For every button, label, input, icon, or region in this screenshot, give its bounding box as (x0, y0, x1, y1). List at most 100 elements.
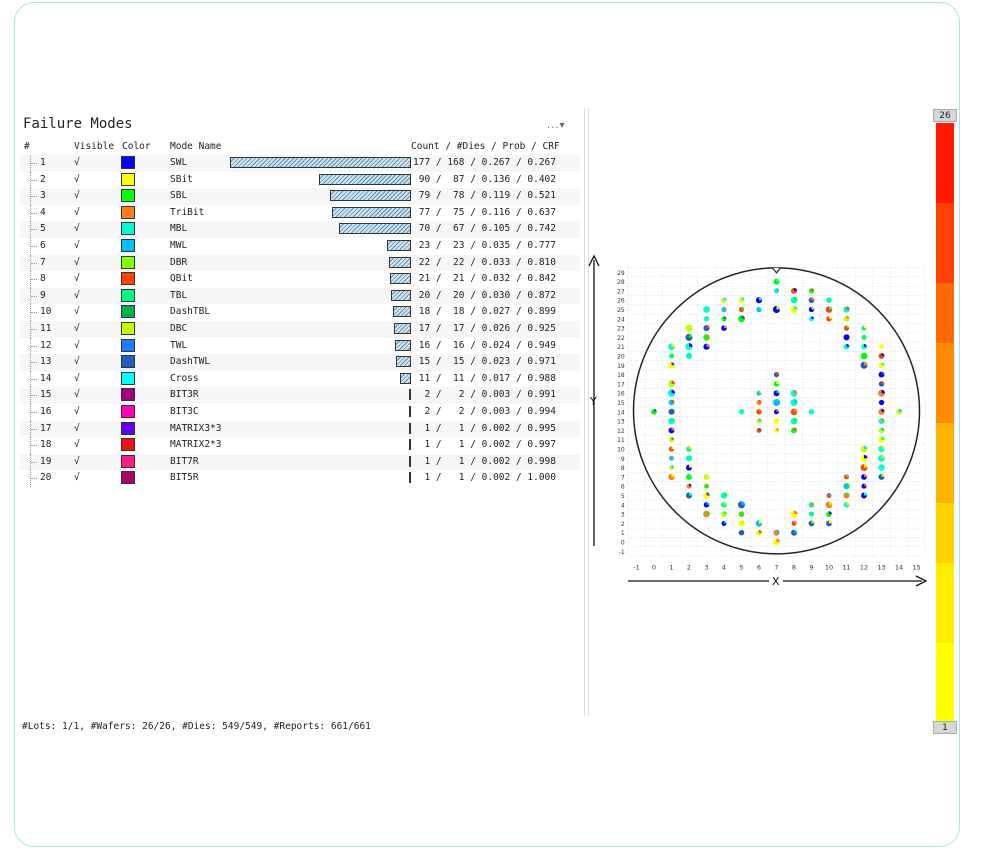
header-mode-name[interactable]: Mode Name (170, 141, 222, 152)
die-marker-slice (881, 371, 885, 375)
splitter[interactable] (584, 108, 589, 716)
visible-checkbox[interactable]: √ (74, 405, 80, 417)
color-swatch[interactable] (121, 189, 135, 203)
header-index[interactable]: # (24, 141, 30, 152)
die-marker-slice (671, 389, 676, 394)
header-visible[interactable]: Visible (74, 141, 115, 152)
color-swatch[interactable] (121, 305, 135, 319)
visible-checkbox[interactable]: √ (74, 389, 80, 401)
failure-mode-row[interactable]: 10 √ DashTBL 18 / 18 / 0.027 / 0.899 (20, 304, 580, 321)
failure-mode-row[interactable]: 8 √ QBit 21 / 21 / 0.032 / 0.842 (20, 271, 580, 288)
failure-mode-row[interactable]: 19 √ BIT7R 1 / 1 / 0.002 / 0.998 (20, 453, 580, 471)
color-swatch[interactable] (121, 238, 135, 252)
tree-connector (30, 204, 39, 222)
visible-checkbox[interactable]: √ (74, 422, 80, 434)
color-swatch[interactable] (121, 172, 135, 186)
failure-mode-row[interactable]: 18 √ MATRIX2*3 1 / 1 / 0.002 / 0.997 (20, 437, 580, 454)
row-index: 12 (40, 339, 52, 351)
color-swatch[interactable] (121, 355, 135, 369)
visible-checkbox[interactable]: √ (74, 289, 80, 301)
color-swatch[interactable] (121, 404, 135, 418)
count-bar (319, 173, 411, 185)
mode-name: BIT3C (170, 405, 199, 417)
color-swatch[interactable] (121, 288, 135, 302)
visible-checkbox[interactable]: √ (74, 190, 80, 202)
visible-checkbox[interactable]: √ (74, 322, 80, 334)
scale-step (936, 663, 954, 684)
die-marker-slice (881, 381, 885, 384)
visible-checkbox[interactable]: √ (74, 455, 80, 467)
die-marker-slice (741, 511, 745, 515)
die-marker-slice (881, 454, 885, 459)
x-tick-label: 11 (842, 563, 850, 571)
failure-mode-row[interactable]: 15 √ BIT3R 2 / 2 / 0.003 / 0.991 (20, 387, 580, 404)
die-marker-slice (846, 325, 850, 329)
color-swatch[interactable] (121, 388, 135, 402)
x-tick-label: 6 (757, 563, 761, 571)
row-index: 14 (40, 372, 52, 384)
mode-stats: 15 / 15 / 0.023 / 0.971 (413, 356, 556, 368)
y-tick-label: 11 (617, 437, 625, 444)
visible-checkbox[interactable]: √ (74, 157, 80, 168)
failure-mode-row[interactable]: 1 √ SWL 177 / 168 / 0.267 / 0.267 (20, 155, 580, 172)
visible-checkbox[interactable]: √ (74, 472, 80, 484)
failure-mode-row[interactable]: 7 √ DBR 22 / 22 / 0.033 / 0.810 (20, 254, 580, 272)
color-swatch[interactable] (121, 338, 135, 352)
visible-checkbox[interactable]: √ (74, 239, 80, 251)
die-marker-slice (881, 362, 885, 366)
failure-mode-row[interactable]: 14 √ Cross 11 / 11 / 0.017 / 0.988 (20, 370, 580, 388)
die-marker-slice (864, 473, 867, 477)
die-marker-slice (724, 325, 727, 329)
count-bar (409, 472, 411, 484)
visible-checkbox[interactable]: √ (74, 173, 80, 185)
die-marker-slice (776, 288, 780, 291)
failure-mode-row[interactable]: 5 √ MBL 70 / 67 / 0.105 / 0.742 (20, 221, 580, 238)
color-swatch[interactable] (121, 438, 135, 452)
failure-mode-row[interactable]: 17 √ MATRIX3*3 1 / 1 / 0.002 / 0.995 (20, 420, 580, 438)
scale-step (936, 483, 954, 504)
scale-step (936, 263, 954, 284)
failure-mode-row[interactable]: 20 √ BIT5R 1 / 1 / 0.002 / 1.000 (20, 470, 580, 487)
failure-mode-row[interactable]: 3 √ SBL 79 / 78 / 0.119 / 0.521 (20, 188, 580, 205)
die-marker-slice (811, 409, 815, 412)
panel-menu-button[interactable]: ...▾ (547, 120, 566, 131)
color-swatch[interactable] (121, 156, 135, 169)
x-axis-label: X (772, 575, 780, 588)
header-stats[interactable]: Count / #Dies / Prob / CRF (411, 141, 560, 152)
failure-mode-row[interactable]: 2 √ SBit 90 / 87 / 0.136 / 0.402 (20, 171, 580, 189)
color-swatch[interactable] (121, 205, 135, 219)
mode-name: MBL (170, 223, 188, 235)
failure-mode-row[interactable]: 13 √ DashTWL 15 / 15 / 0.023 / 0.971 (20, 354, 580, 371)
visible-checkbox[interactable]: √ (74, 256, 80, 268)
failure-mode-row[interactable]: 12 √ TWL 16 / 16 / 0.024 / 0.949 (20, 337, 580, 355)
visible-checkbox[interactable]: √ (74, 223, 80, 235)
wafer-map[interactable]: -1 0 1 2 3 4 5 6 7 8 9 10 11 12 13 14 15-101234567891011… (588, 248, 928, 593)
failure-mode-row[interactable]: 16 √ BIT3C 2 / 2 / 0.003 / 0.994 (20, 403, 580, 421)
color-swatch[interactable] (121, 321, 135, 335)
scale-min-label: 1 (933, 721, 957, 734)
color-swatch[interactable] (121, 272, 135, 286)
visible-checkbox[interactable]: √ (74, 439, 80, 451)
visible-checkbox[interactable]: √ (74, 273, 80, 285)
color-swatch[interactable] (121, 255, 135, 269)
visible-checkbox[interactable]: √ (74, 339, 80, 351)
header-color[interactable]: Color (122, 141, 151, 152)
failure-mode-row[interactable]: 11 √ DBC 17 / 17 / 0.026 / 0.925 (20, 320, 580, 338)
visible-checkbox[interactable]: √ (74, 306, 80, 318)
visible-checkbox[interactable]: √ (74, 372, 80, 384)
color-swatch[interactable] (121, 222, 135, 236)
tree-connector (30, 470, 39, 487)
visible-checkbox[interactable]: √ (74, 356, 80, 368)
row-index: 11 (40, 322, 52, 334)
mode-name: MATRIX2*3 (170, 439, 222, 451)
failure-mode-row[interactable]: 6 √ MWL 23 / 23 / 0.035 / 0.777 (20, 237, 580, 255)
visible-checkbox[interactable]: √ (74, 206, 80, 218)
y-tick-label: 23 (617, 326, 625, 333)
color-swatch[interactable] (121, 454, 135, 468)
color-swatch[interactable] (121, 421, 135, 435)
color-swatch[interactable] (121, 371, 135, 385)
y-tick-label: 18 (617, 372, 625, 379)
color-swatch[interactable] (121, 471, 135, 485)
failure-mode-row[interactable]: 9 √ TBL 20 / 20 / 0.030 / 0.872 (20, 287, 580, 305)
failure-mode-row[interactable]: 4 √ TriBit 77 / 75 / 0.116 / 0.637 (20, 204, 580, 222)
